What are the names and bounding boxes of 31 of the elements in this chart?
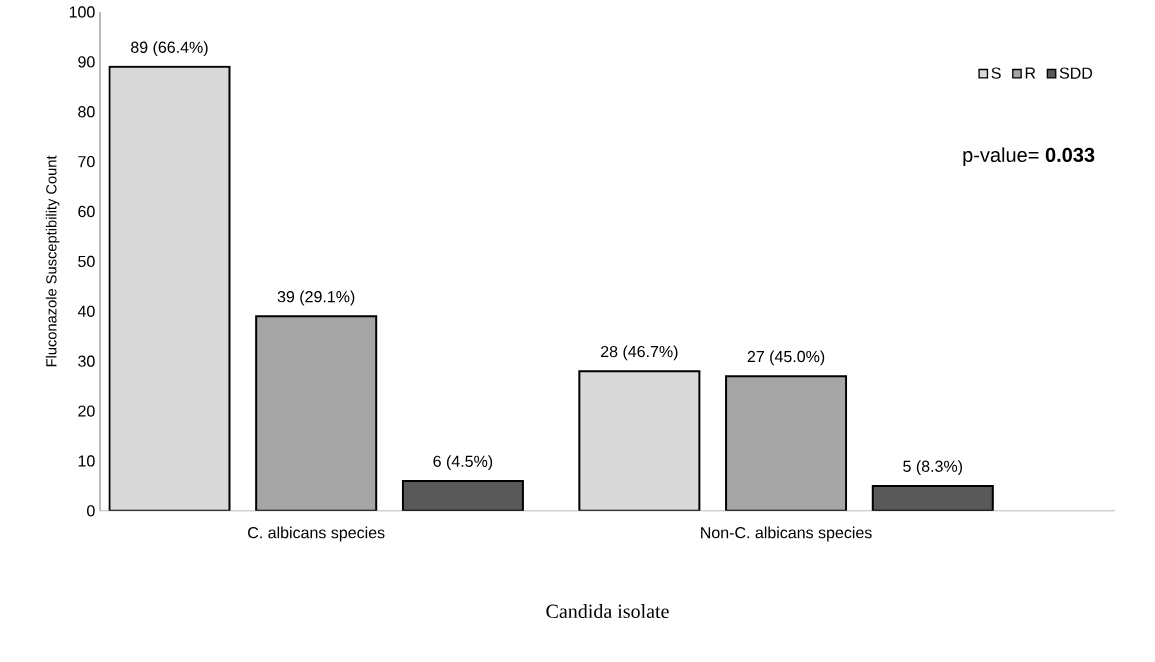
y-tick-label: 20 [78, 405, 95, 417]
y-tick-label: 50 [78, 255, 95, 268]
data-label: 5 (8.3%) [903, 460, 963, 476]
bar [871, 485, 994, 512]
y-tick-label: 80 [78, 106, 95, 118]
data-label: 89 (66.4%) [131, 41, 208, 57]
data-label: 6 (4.5%) [433, 455, 493, 471]
data-label: 39 (29.1%) [277, 290, 355, 306]
y-tick-label: 70 [78, 156, 95, 168]
bar [725, 375, 848, 512]
x-tick-label: Non-C. albicans species [701, 526, 872, 542]
y-tick-label: 90 [78, 56, 95, 68]
y-tick-label: 40 [77, 305, 95, 318]
bar [578, 370, 701, 512]
x-tick-label: C. albicans species [248, 526, 385, 542]
legend-label: SDD [1059, 67, 1093, 80]
data-label: 28 (46.7%) [601, 345, 678, 361]
bar [255, 315, 378, 512]
legend-label: R [1025, 67, 1036, 79]
bar [401, 480, 524, 512]
x-axis-title: Candida isolate [546, 604, 669, 619]
y-axis-title: Fluconazole Susceptibility Count [45, 155, 60, 367]
legend-label: S [991, 67, 1001, 80]
y-tick-label: 100 [69, 6, 95, 18]
annotation: p-value= 0.033 [963, 147, 1095, 167]
bar [108, 66, 231, 512]
y-tick-label: 10 [78, 455, 95, 467]
y-tick-label: 0 [87, 505, 95, 517]
y-tick-label: 60 [78, 206, 95, 218]
data-label: 27 (45.0%) [747, 350, 825, 366]
y-tick-label: 30 [78, 355, 95, 368]
